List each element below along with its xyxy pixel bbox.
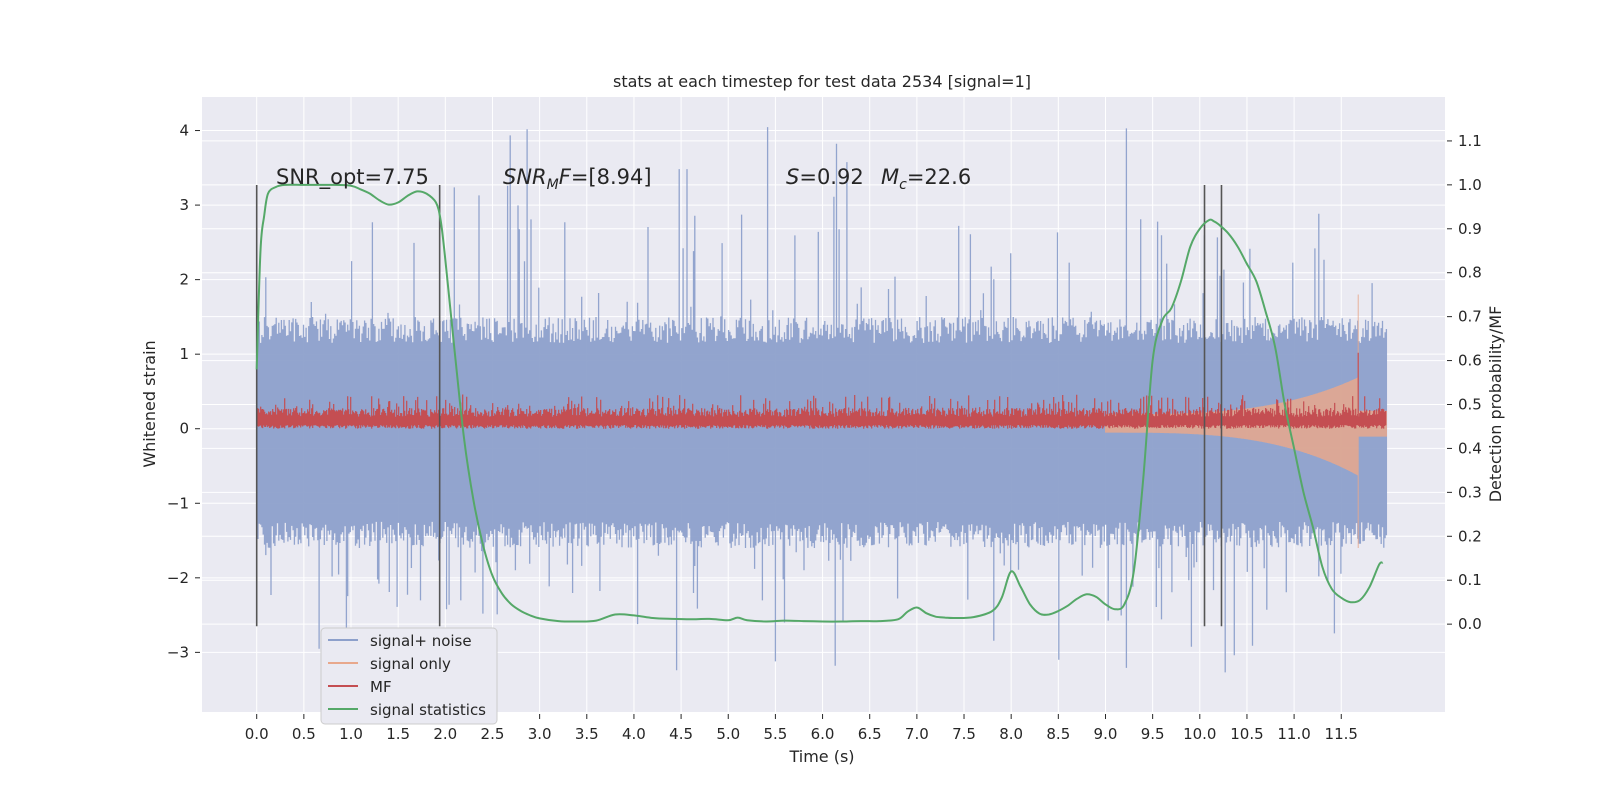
annotations: SNR_opt=7.75 SNRMF=[8.94] S=0.92 Mc=22.6 — [276, 165, 971, 193]
x-tick-label: 8.5 — [1046, 725, 1070, 743]
y-left-tick-label: 3 — [179, 196, 189, 214]
y-right-tick-label: 0.8 — [1458, 264, 1482, 282]
x-tick-label: 6.0 — [811, 725, 835, 743]
legend-label-signal-plus-noise: signal+ noise — [370, 632, 472, 650]
annotation-s-symbol: S — [786, 165, 799, 189]
y-left-tick-label: 2 — [179, 271, 189, 289]
annotation-snr-mf-value: =[8.94] — [571, 165, 652, 189]
x-tick-label: 9.0 — [1094, 725, 1118, 743]
annotation-snr-mf: SNRMF=[8.94] — [503, 165, 652, 193]
x-tick-label: 7.0 — [905, 725, 929, 743]
y-left-axis-ticks: 4 3 2 1 0 −1 −2 −3 — [167, 122, 200, 661]
series-signal-statistics — [255, 183, 1384, 623]
x-tick-label: 5.5 — [763, 725, 787, 743]
annotation-mc-subscript: c — [899, 177, 907, 193]
x-tick-label: 4.0 — [622, 725, 646, 743]
y-left-tick-label: 0 — [179, 420, 189, 438]
x-tick-label: 10.0 — [1183, 725, 1216, 743]
legend-box — [320, 627, 498, 725]
x-tick-label: 4.5 — [669, 725, 693, 743]
legend-label-signal-only: signal only — [370, 655, 451, 673]
x-tick-label: 9.5 — [1141, 725, 1165, 743]
y-right-tick-label: 1.1 — [1458, 132, 1482, 150]
x-tick-label: 6.5 — [858, 725, 882, 743]
y-left-tick-label: −2 — [167, 569, 189, 587]
y-left-tick-label: 4 — [179, 122, 189, 140]
chart-title: stats at each timestep for test data 253… — [613, 72, 1031, 91]
y-right-tick-label: 0.0 — [1458, 615, 1482, 633]
y-right-tick-label: 0.2 — [1458, 527, 1482, 545]
y-right-tick-label: 0.7 — [1458, 308, 1482, 326]
annotation-mc-symbol: M — [881, 165, 899, 189]
x-tick-label: 5.0 — [716, 725, 740, 743]
y-right-tick-label: 0.3 — [1458, 483, 1482, 501]
y-left-axis-label: Whitened strain — [140, 340, 159, 467]
vertical-markers — [255, 184, 1223, 627]
x-tick-label: 2.5 — [481, 725, 505, 743]
plot-area — [255, 127, 1388, 673]
y-left-tick-label: 1 — [179, 345, 189, 363]
y-left-tick-label: −3 — [167, 643, 189, 661]
x-tick-label: 3.0 — [528, 725, 552, 743]
legend-label-mf: MF — [370, 678, 392, 696]
y-left-tick-label: −1 — [167, 494, 189, 512]
x-axis-ticks: 0.0 0.5 1.0 1.5 2.0 2.5 3.0 3.5 4.0 4.5 5.0 5.5 6.0 6… — [245, 714, 1358, 743]
y-right-axis-ticks: 1.1 1.0 0.9 0.8 0.7 0.6 0.5 0.4 0.3 0.2 0.1 0.0 — [1447, 132, 1482, 633]
annotation-mc-value: =22.6 — [907, 165, 971, 189]
annotation-snr-mf-letter: F — [559, 165, 572, 189]
legend-label-signal-statistics: signal statistics — [370, 701, 486, 719]
x-tick-label: 0.5 — [292, 725, 316, 743]
y-right-axis-label: Detection probability/MF — [1486, 306, 1505, 503]
y-right-tick-label: 1.0 — [1458, 176, 1482, 194]
y-right-tick-label: 0.4 — [1458, 439, 1482, 457]
x-tick-label: 11.0 — [1277, 725, 1310, 743]
x-tick-label: 0.0 — [245, 725, 269, 743]
x-tick-label: 8.0 — [999, 725, 1023, 743]
x-tick-label: 2.0 — [433, 725, 457, 743]
signal-statistics-line — [255, 183, 1384, 623]
annotation-snr-mf-symbol: SNR — [503, 165, 547, 189]
y-right-tick-label: 0.5 — [1458, 396, 1482, 414]
x-tick-label: 3.5 — [575, 725, 599, 743]
y-right-tick-label: 0.1 — [1458, 571, 1482, 589]
annotation-s: S=0.92 — [786, 165, 864, 189]
x-tick-label: 1.5 — [386, 725, 410, 743]
x-axis-label: Time (s) — [788, 747, 854, 766]
legend: signal+ noise signal only MF signal stat… — [320, 627, 498, 725]
annotation-snr-opt: SNR_opt=7.75 — [276, 165, 429, 190]
y-right-tick-label: 0.6 — [1458, 352, 1482, 370]
y-right-tick-label: 0.9 — [1458, 220, 1482, 238]
annotation-mc: Mc=22.6 — [881, 165, 971, 193]
x-tick-label: 10.5 — [1230, 725, 1263, 743]
annotation-snr-mf-subscript: M — [547, 177, 559, 193]
x-tick-label: 7.5 — [952, 725, 976, 743]
annotation-s-value: =0.92 — [799, 165, 863, 189]
x-tick-label: 1.0 — [339, 725, 363, 743]
x-tick-label: 11.5 — [1325, 725, 1358, 743]
